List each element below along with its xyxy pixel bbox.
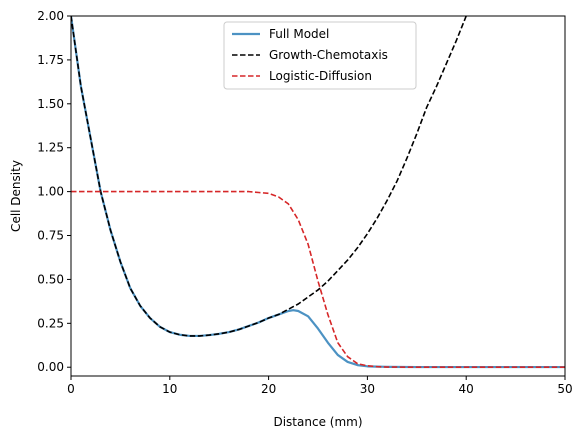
legend-label-logistic-diffusion: Logistic-Diffusion — [269, 69, 372, 83]
x-tick-label: 30 — [360, 382, 375, 396]
plot-frame — [70, 15, 566, 377]
y-tick-label: 0.25 — [37, 316, 64, 330]
x-axis-title: Distance (mm) — [273, 415, 362, 429]
y-tick-label: 1.75 — [37, 53, 64, 67]
y-tick-label: 1.00 — [37, 185, 64, 199]
y-axis-title: Cell Density — [9, 160, 23, 232]
series-line-logistic-diffusion — [71, 190, 565, 369]
x-tick-label: 20 — [261, 382, 276, 396]
legend-label-full-model: Full Model — [269, 27, 329, 41]
legend-label-growth-chemotaxis: Growth-Chemotaxis — [269, 48, 388, 62]
y-tick-label: 0.00 — [37, 360, 64, 374]
x-tick-label: 40 — [459, 382, 474, 396]
y-tick-label: 1.25 — [37, 141, 64, 155]
x-tick-label: 10 — [162, 382, 177, 396]
series-layer — [71, 16, 565, 369]
x-tick-label: 50 — [557, 382, 572, 396]
legend-box — [223, 21, 417, 90]
x-axis: 0 10 20 30 40 50 — [67, 376, 573, 396]
y-tick-label: 1.50 — [37, 97, 64, 111]
y-tick-label: 0.50 — [37, 272, 64, 286]
legend: Full Model Growth-Chemotaxis Logistic-Diff… — [223, 21, 417, 90]
y-tick-label: 0.75 — [37, 229, 64, 243]
y-tick-label: 2.00 — [37, 9, 64, 23]
series-line-growth-chemotaxis — [71, 16, 467, 337]
y-axis: 0.00 0.25 0.50 0.75 1.00 1.25 1.50 1.75 2.00 — [37, 9, 71, 374]
x-tick-label: 0 — [67, 382, 75, 396]
